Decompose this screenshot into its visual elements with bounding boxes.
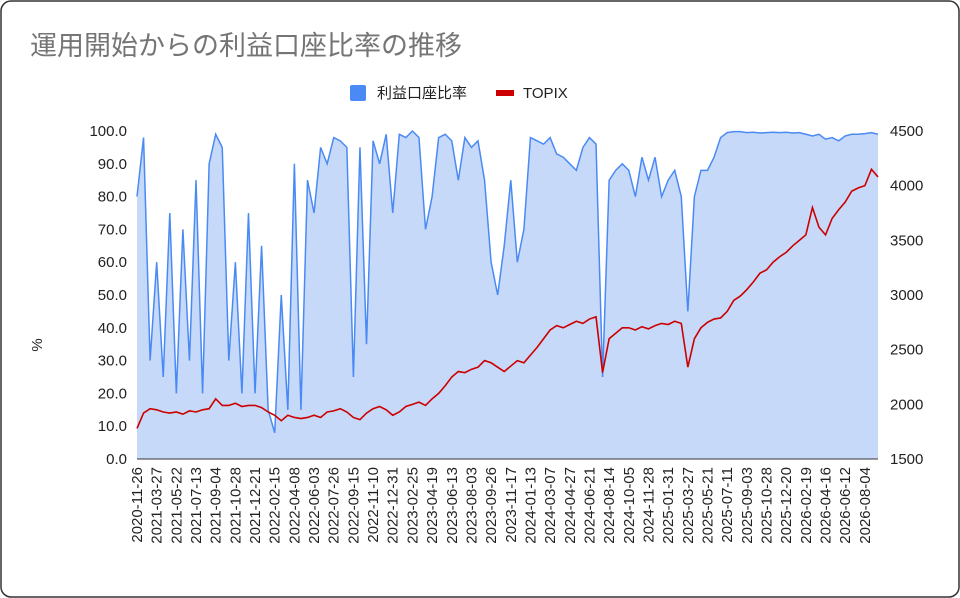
legend-label: 利益口座比率 — [377, 85, 467, 102]
x-tick-label: 2026-02-19 — [798, 467, 815, 544]
x-tick-label: 2024-10-05 — [621, 467, 638, 544]
x-tick-label: 2024-08-14 — [601, 467, 618, 544]
x-tick-label: 2022-06-03 — [306, 467, 323, 544]
x-tick-label: 2022-07-26 — [326, 467, 343, 544]
x-tick-label: 2025-07-11 — [719, 467, 736, 543]
y-tick-label: 50.0 — [98, 287, 127, 304]
x-tick-label: 2021-05-22 — [168, 467, 185, 544]
x-tick-label: 2024-01-13 — [522, 467, 539, 544]
x-tick-label: 2021-12-21 — [247, 467, 264, 544]
legend-label: TOPIX — [523, 85, 568, 102]
x-tick-label: 2022-11-10 — [365, 467, 382, 543]
y2-tick-label: 3000 — [890, 287, 923, 304]
x-tick-label: 2026-04-16 — [818, 467, 835, 544]
x-tick-label: 2024-04-27 — [562, 467, 579, 544]
y2-tick-label: 2500 — [890, 342, 923, 359]
x-tick-label: 2021-07-13 — [188, 467, 205, 544]
legend-swatch — [350, 85, 366, 101]
x-tick-label: 2023-06-13 — [444, 467, 461, 544]
y2-tick-label: 3500 — [890, 232, 923, 249]
x-tick-label: 2026-06-12 — [837, 467, 854, 544]
y-tick-label: 90.0 — [98, 156, 127, 173]
x-tick-label: 2020-11-26 — [129, 467, 146, 543]
x-tick-label: 2025-03-27 — [680, 467, 697, 544]
y-tick-label: 70.0 — [98, 221, 127, 238]
x-tick-label: 2025-12-20 — [778, 467, 795, 544]
y-tick-label: 60.0 — [98, 254, 127, 271]
x-tick-label: 2021-03-27 — [149, 467, 166, 544]
x-tick-label: 2023-08-03 — [463, 467, 480, 544]
y2-tick-label: 2000 — [890, 396, 923, 413]
x-tick-label: 2025-09-03 — [739, 467, 756, 544]
y-tick-label: 80.0 — [98, 189, 127, 206]
chart-title: 運用開始からの利益口座比率の推移 — [30, 31, 462, 61]
x-tick-label: 2021-09-04 — [208, 467, 225, 544]
line — [136, 167, 879, 429]
y-axis-label: % — [29, 338, 46, 351]
y-tick-label: 10.0 — [98, 418, 127, 435]
y2-tick-label: 4000 — [890, 178, 923, 195]
y-tick-label: 30.0 — [98, 353, 127, 370]
x-tick-label: 2024-03-07 — [542, 467, 559, 544]
x-tick-label: 2025-01-31 — [660, 467, 677, 544]
y-tick-label: 20.0 — [98, 385, 127, 402]
x-tick-label: 2022-09-15 — [345, 467, 362, 544]
x-tick-label: 2023-11-17 — [503, 467, 520, 543]
area-fill — [137, 131, 878, 459]
x-tick-label: 2026-08-04 — [857, 467, 874, 544]
x-tick-label: 2022-12-31 — [385, 467, 402, 544]
x-tick-label: 2023-09-26 — [483, 467, 500, 544]
x-tick-label: 2024-11-28 — [640, 467, 657, 543]
y2-tick-label: 1500 — [890, 451, 923, 468]
y-tick-label: 40.0 — [98, 320, 127, 337]
x-tick-label: 2024-06-21 — [581, 467, 598, 544]
y2-tick-label: 4500 — [890, 123, 923, 140]
x-tick-label: 2025-05-21 — [700, 467, 717, 544]
y-tick-label: 100.0 — [89, 123, 127, 140]
legend-swatch — [496, 90, 514, 96]
x-tick-label: 2021-10-28 — [227, 467, 244, 544]
x-tick-label: 2022-04-08 — [286, 467, 303, 544]
x-tick-label: 2023-02-25 — [404, 467, 421, 544]
x-tick-label: 2023-04-19 — [424, 467, 441, 544]
x-tick-label: 2025-10-28 — [759, 467, 776, 544]
x-tick-label: 2022-02-15 — [267, 467, 284, 544]
y-tick-label: 0.0 — [106, 451, 127, 468]
area-line — [136, 129, 879, 433]
